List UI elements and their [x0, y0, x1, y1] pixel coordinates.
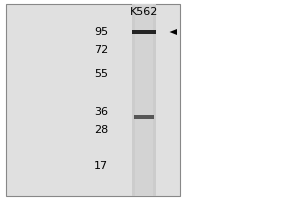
Text: 95: 95 [94, 27, 108, 37]
Text: 28: 28 [94, 125, 108, 135]
Text: K562: K562 [130, 7, 158, 17]
Bar [135, 4, 153, 196]
Text: 55: 55 [94, 69, 108, 79]
Text: 72: 72 [94, 45, 108, 55]
Polygon shape [169, 29, 177, 35]
Bar [6, 4, 180, 196]
Bar [134, 115, 154, 119]
Text: 17: 17 [94, 161, 108, 171]
Text: 36: 36 [94, 107, 108, 117]
Bar [132, 30, 156, 34]
Bar [132, 4, 156, 196]
